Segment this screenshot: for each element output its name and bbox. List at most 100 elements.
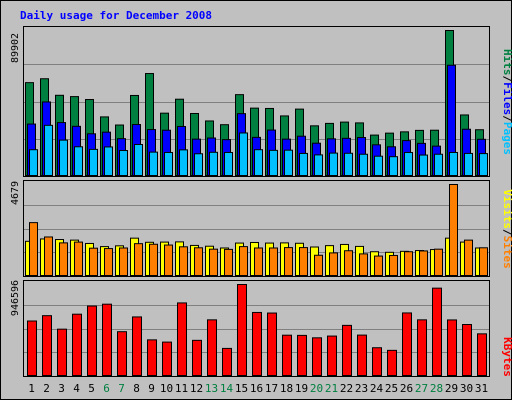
bar-kbytes-fill	[222, 347, 232, 376]
series-label-kbytes: KBytes	[501, 337, 512, 377]
bar-kbytes	[57, 328, 67, 377]
bar-pages	[299, 152, 308, 176]
bar-kbytes-fill	[27, 320, 37, 376]
gridlines	[24, 64, 489, 353]
bar-kbytes-fill	[87, 305, 97, 376]
bar-sites-fill	[119, 247, 128, 277]
x-tick-label: 23	[355, 382, 368, 395]
bar-pages	[239, 132, 248, 176]
bar-sites	[299, 247, 308, 277]
bar-sites-fill	[464, 239, 473, 277]
bar-pages-fill	[104, 146, 113, 177]
bar-kbytes	[282, 334, 292, 376]
bar-sites-fill	[314, 254, 323, 276]
panel-middle-frame	[23, 180, 490, 277]
bar-pages-fill	[44, 124, 53, 177]
bar-pages-fill	[254, 149, 263, 177]
bar-pages-fill	[359, 153, 368, 176]
bar-pages	[209, 151, 218, 176]
x-tick-label: 30	[460, 382, 473, 395]
bar-kbytes-fill	[342, 324, 352, 376]
bar-pages-fill	[59, 139, 68, 176]
x-tick-label: 24	[370, 382, 384, 395]
bar-kbytes-fill	[477, 333, 487, 376]
x-tick-label: 18	[280, 382, 293, 395]
bar-pages	[374, 155, 383, 177]
bar-kbytes	[477, 333, 487, 376]
bar-pages-fill	[134, 144, 143, 176]
bar-kbytes	[72, 313, 82, 377]
bar-pages	[419, 154, 428, 176]
bar-sites-fill	[374, 255, 383, 276]
bars	[25, 30, 488, 377]
bar-sites-fill	[59, 242, 68, 276]
bar-kbytes	[27, 320, 37, 376]
bar-pages-fill	[404, 151, 413, 176]
bar-sites-fill	[29, 222, 38, 277]
bar-kbytes-fill	[117, 331, 127, 377]
bar-sites	[224, 248, 233, 276]
x-tick-label: 5	[88, 382, 95, 395]
x-tick-label: 6	[103, 382, 110, 395]
bar-pages	[194, 153, 203, 176]
bar-sites	[254, 247, 263, 277]
x-tick-label: 15	[235, 382, 248, 395]
x-tick-label: 8	[133, 382, 140, 395]
bar-kbytes	[207, 319, 217, 376]
bar-sites	[119, 247, 128, 277]
bar-sites	[434, 248, 443, 276]
bar-kbytes	[147, 339, 157, 376]
bar-sites	[269, 247, 278, 277]
series-label-separator: /	[501, 76, 512, 83]
bar-kbytes	[222, 347, 232, 376]
series-label-sites: Sites	[501, 236, 512, 269]
bar-sites-fill	[284, 247, 293, 277]
bar-kbytes-fill	[252, 311, 262, 377]
series-label-separator: /	[501, 115, 512, 122]
bar-sites-fill	[329, 252, 338, 276]
bar-kbytes-fill	[72, 313, 82, 377]
series-label-pages: Pages	[501, 122, 512, 155]
panel-top-frame	[23, 26, 490, 177]
bar-sites	[164, 244, 173, 276]
bar-sites	[464, 239, 473, 277]
bar-kbytes-fill	[447, 319, 457, 376]
x-tick-label: 7	[118, 382, 125, 395]
bar-sites	[104, 248, 113, 276]
series-label-visits: Visits	[501, 189, 512, 229]
bar-sites	[329, 252, 338, 276]
series-label-separator: /	[501, 229, 512, 236]
bar-pages-fill	[149, 151, 158, 176]
bar-kbytes-fill	[207, 319, 217, 376]
bar-kbytes	[177, 302, 187, 377]
bar-pages-fill	[194, 153, 203, 176]
bar-pages-fill	[314, 154, 323, 176]
bar-kbytes-fill	[432, 287, 442, 376]
bar-sites	[194, 247, 203, 277]
bar-kbytes	[342, 324, 352, 376]
bar-sites-fill	[44, 236, 53, 276]
bar-sites	[314, 254, 323, 276]
bar-pages	[89, 148, 98, 177]
bar-pages-fill	[284, 149, 293, 176]
bar-pages-fill	[239, 132, 248, 176]
bar-kbytes	[402, 312, 412, 376]
x-tick-label: 14	[220, 382, 234, 395]
bar-pages	[404, 151, 413, 176]
bar-pages	[389, 156, 398, 177]
bar-pages	[29, 149, 38, 177]
bar-kbytes	[42, 315, 52, 377]
bar-pages-fill	[29, 149, 38, 177]
bar-kbytes	[162, 341, 172, 376]
bar-kbytes	[117, 331, 127, 377]
bar-sites	[344, 250, 353, 276]
series-label: Hits/Files/Pages	[501, 49, 512, 155]
bar-sites	[239, 246, 248, 276]
bar-sites-fill	[359, 253, 368, 277]
bar-pages-fill	[209, 151, 218, 176]
bar-kbytes-fill	[417, 319, 427, 376]
bar-kbytes-fill	[177, 302, 187, 377]
